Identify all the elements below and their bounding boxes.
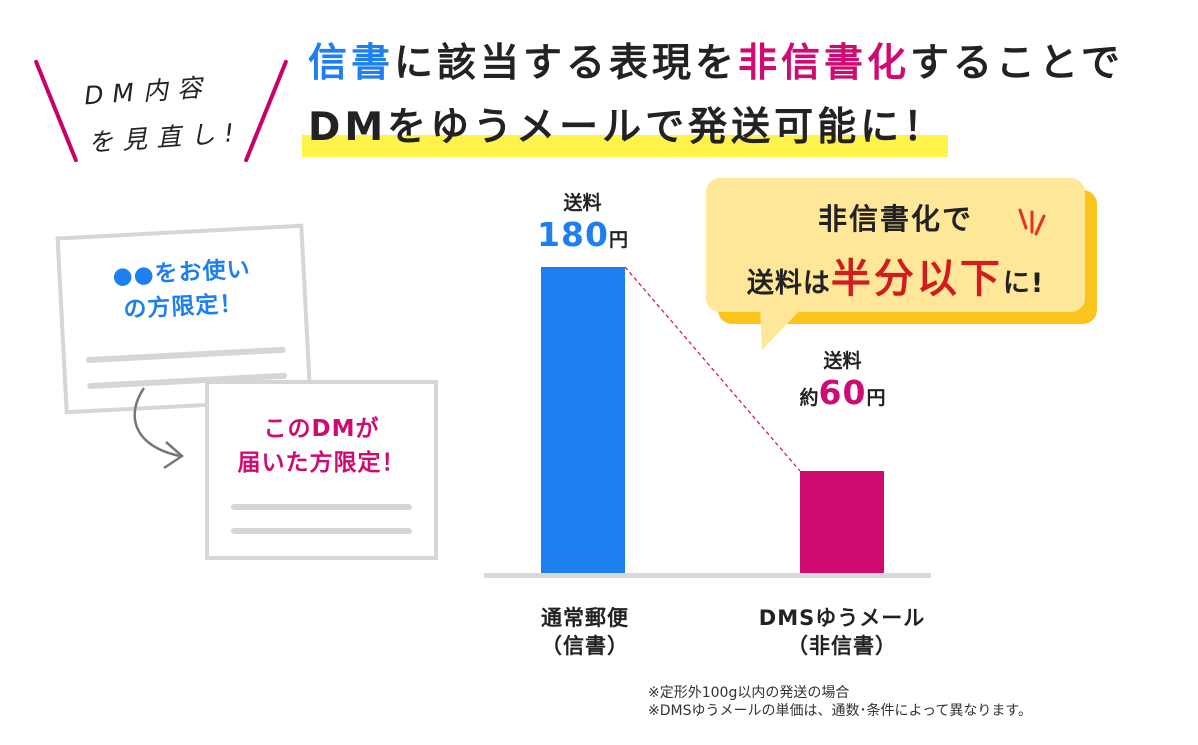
category-label-0-line2: （信書） [541,634,629,658]
headline-text-b: することで [910,41,1124,86]
bubble-text-a: 送料は [746,268,831,299]
value-label-0: 送料 180円 [520,188,645,254]
value-number-0: 180 [537,215,609,254]
card2-placeholder-line-1 [231,504,412,510]
category-label-0: 通常郵便 （信書） [500,604,670,660]
value-caption-1: 送料 [823,350,862,372]
headline-hishinshoka: 非信書化 [738,41,911,86]
chart-baseline [484,573,931,578]
value-label-1: 送料 約60円 [770,346,915,412]
bubble-tail [760,306,804,350]
bubble-emphasis: 半分以下 [830,256,1003,302]
bar-1 [800,471,884,573]
headline-row-1: 信書に該当する表現を非信書化することで [308,38,1168,90]
highlight-marker [302,135,949,157]
headline: 信書に該当する表現を非信書化することで DMをゆうメールで発送可能に！ [302,38,1168,157]
value-caption-0: 送料 [563,192,602,214]
headline-text-a: に該当する表現を [394,41,739,86]
value-prefix-1: 約 [799,387,819,409]
footnote-1: ※定形外100g以内の発送の場合 [648,685,850,701]
category-label-0-line1: 通常郵便 [541,606,629,630]
value-unit-1: 円 [866,387,886,409]
category-label-1: DMSゆうメール （非信書） [728,604,956,660]
headline-row-2: DMをゆうメールで発送可能に！ [302,102,949,157]
speech-bubble [706,178,1085,312]
card2-placeholder-line-2 [231,528,412,534]
footnote-2: ※DMSゆうメールの単価は、通数･条件によって異なります。 [648,703,1032,719]
value-number-1: 60 [818,373,867,412]
card2-line1: このDMが [263,416,380,442]
category-label-1-line2: （非信書） [787,634,897,658]
bar-connector-line [624,266,801,472]
dm-card-after: このDMが 届いた方限定！ [205,380,438,560]
curved-arrow-icon [133,387,185,470]
emphasis-burst-icon [1018,208,1046,236]
card2-title: このDMが 届いた方限定！ [209,412,434,480]
bubble-line-1: 非信書化で [817,202,973,236]
bubble-line-2: 送料は半分以下に! [706,246,1085,304]
headline-shinsho: 信書 [308,41,395,86]
bar-0 [541,267,625,573]
category-label-1-line1: DMSゆうメール [758,606,926,630]
card2-line2: 届いた方限定！ [237,450,406,476]
bubble-text-c: に! [1002,268,1045,299]
footnotes: ※定形外100g以内の発送の場合 ※DMSゆうメールの単価は、通数･条件によって… [648,684,1032,720]
value-unit-0: 円 [608,229,628,251]
headline-row-2-text: DMをゆうメールで発送可能に！ [308,105,947,150]
